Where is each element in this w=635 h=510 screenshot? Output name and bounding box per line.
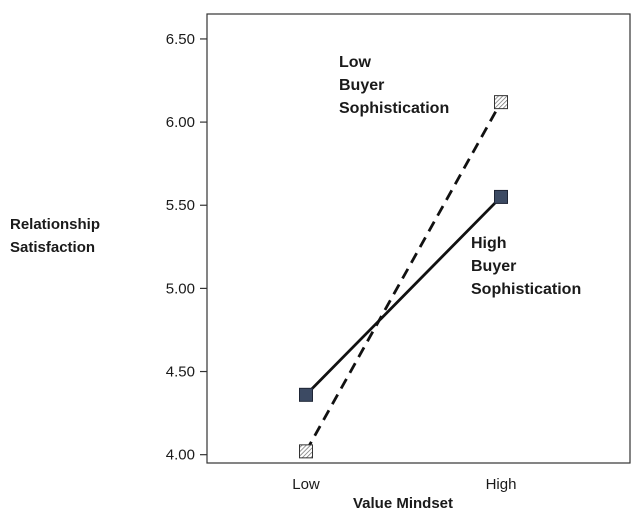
x-tick-label-high: High <box>486 476 517 493</box>
y-tick-label: 5.00 <box>166 280 195 297</box>
series-line-low-buyer-sophistication <box>304 101 503 453</box>
y-tick-label: 6.00 <box>166 114 195 131</box>
series-line-high-buyer-sophistication <box>305 195 502 396</box>
series-label-low-line-3: Sophistication <box>339 100 449 117</box>
y-tick-label: 4.00 <box>166 447 195 464</box>
y-tick-label: 5.50 <box>166 197 195 214</box>
plot-frame <box>206 13 631 464</box>
series-label-high-line-2: Buyer <box>471 258 516 275</box>
point-low-buyer-high-mindset <box>494 95 508 110</box>
x-axis-title: Value Mindset <box>353 495 453 510</box>
y-axis-ticks: 4.00 4.50 5.00 5.50 6.00 6.50 <box>166 31 207 464</box>
series-label-low-line-2: Buyer <box>339 77 384 94</box>
series-label-high-line-1: High <box>471 235 507 252</box>
series-label-low-line-1: Low <box>339 54 372 71</box>
y-tick-label: 6.50 <box>166 31 195 48</box>
y-axis-title-line-2: Satisfaction <box>10 239 95 256</box>
y-axis-title-line-1: Relationship <box>10 216 100 233</box>
series-label-high-line-3: Sophistication <box>471 281 581 298</box>
point-low-buyer-low-mindset <box>299 444 313 459</box>
y-tick-label: 4.50 <box>166 364 195 381</box>
point-high-buyer-high-mindset <box>494 189 508 204</box>
x-tick-label-low: Low <box>292 476 320 493</box>
point-high-buyer-low-mindset <box>299 387 313 402</box>
